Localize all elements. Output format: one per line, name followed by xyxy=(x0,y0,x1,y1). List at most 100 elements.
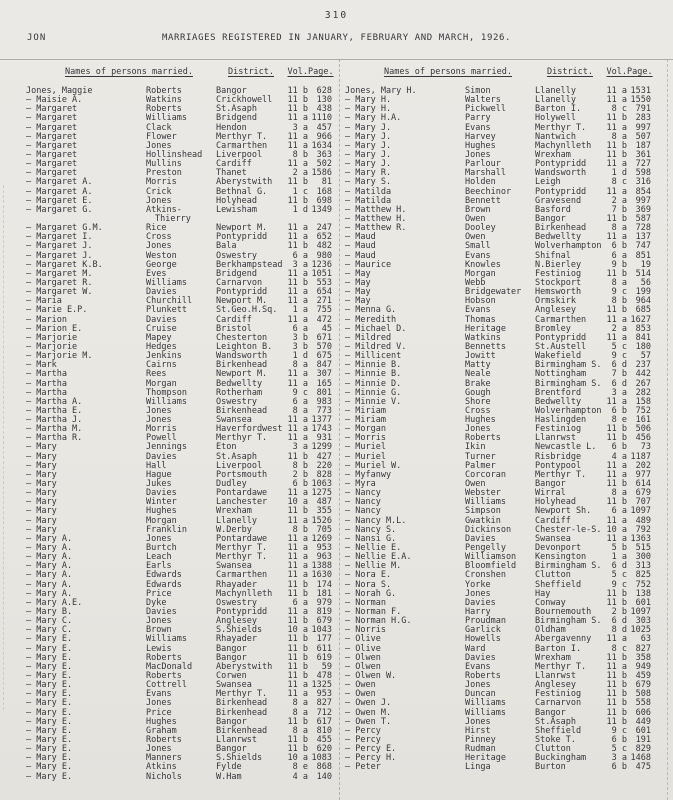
vol-cell: 11 b xyxy=(606,588,627,599)
district-cell: S.Shields xyxy=(216,625,263,636)
page-cell: 1275 xyxy=(311,488,332,499)
vol-cell: 11 a xyxy=(287,314,308,325)
name-cell: — Mary A. xyxy=(26,588,73,599)
vol-cell: 6 d xyxy=(611,378,627,389)
district-cell: Bethnal G. xyxy=(216,186,268,197)
district-cell: Birmingham S. xyxy=(535,360,602,371)
page-cell: 515 xyxy=(635,543,651,554)
district-cell: Pontypridd xyxy=(216,232,268,243)
surname-cell: Jones xyxy=(465,588,491,599)
district-cell: Fylde xyxy=(216,762,242,773)
district-cell: Swansea xyxy=(216,415,252,426)
vol-cell: 11 a xyxy=(287,433,308,444)
surname-cell: Thierry xyxy=(155,213,191,224)
district-cell: Anglesey xyxy=(535,305,576,316)
name-cell: — Martha xyxy=(26,369,67,380)
surname-cell: Manners xyxy=(146,753,182,764)
vol-cell: 11 a xyxy=(606,86,627,96)
table-row: — Mary S. Holden Leigh 8 c 316 xyxy=(345,178,655,187)
page-cell: 611 xyxy=(316,643,332,654)
surname-cell: Morgan xyxy=(465,268,496,279)
name-cell: — Mary R. xyxy=(345,168,392,179)
page-cell: 165 xyxy=(316,378,332,389)
table-row: — Maurice Knowles N.Bierley 9 b 19 xyxy=(345,260,655,270)
district-cell: Portsmouth xyxy=(216,469,268,480)
vol-cell: 11 b xyxy=(606,213,627,224)
name-cell: — Owen xyxy=(345,680,376,691)
right-edge-divider xyxy=(667,59,668,800)
name-cell: — Nellie E. xyxy=(345,543,402,554)
district-cell: Clutton xyxy=(535,744,571,755)
page-cell: 1531 xyxy=(630,86,651,96)
page-cell: 1388 xyxy=(311,561,332,572)
page-cell: 953 xyxy=(316,689,332,700)
vol-cell: 10 a xyxy=(287,753,308,764)
table-row: — Martha Thompson Rotherham 9 c 801 xyxy=(26,388,336,398)
surname-cell: Cairns xyxy=(146,360,177,371)
page-cell: 791 xyxy=(635,104,651,115)
table-row: — Percy Pinney Stoke T. 6 b 191 xyxy=(345,735,655,745)
name-cell: — Muriel xyxy=(345,442,386,453)
name-cell: — Matilda xyxy=(345,186,392,197)
page-cell: 1083 xyxy=(311,753,332,764)
surname-cell: Rice xyxy=(146,223,167,234)
name-cell: — Mary H. xyxy=(345,104,392,115)
district-cell: Wandsworth xyxy=(216,351,268,362)
surname-cell: Heritage xyxy=(465,753,506,764)
name-cell: — Michael D. xyxy=(345,323,407,334)
vol-cell: 11 a xyxy=(606,515,627,526)
page-cell: 825 xyxy=(635,570,651,581)
name-cell: — Nancy xyxy=(345,497,381,508)
name-cell: — Olive xyxy=(345,643,381,654)
surname-cell: Mapey xyxy=(146,332,172,343)
right-column: Names of persons married. District. Vol.… xyxy=(345,67,655,773)
table-row: — Margaret R. Williams Carnarvon 11 b 553 xyxy=(26,278,336,288)
surname-cell: Jones xyxy=(146,616,172,627)
page-cell: 482 xyxy=(316,241,332,252)
table-row: — Mary E. Roberts Bangor 11 b 619 xyxy=(26,653,336,663)
table-row: — Olwen W. Roberts Llanrwst 11 b 459 xyxy=(345,671,655,681)
name-cell: — Muriel W. xyxy=(345,460,402,471)
table-row: — Percy Hirst Sheffield 9 c 601 xyxy=(345,725,655,736)
district-cell: Corwen xyxy=(216,671,247,681)
surname-cell: Bridgewater xyxy=(465,287,522,298)
table-row: — Olive Howells Abergavenny 11 a 63 xyxy=(345,635,655,644)
table-row: — Mary J. Hughes Machynlleth 11 b 187 xyxy=(345,141,655,151)
page-cell: 966 xyxy=(316,131,332,142)
page-cell: 558 xyxy=(635,698,651,709)
surname-cell: Williams xyxy=(146,634,187,645)
vol-cell: 11 a xyxy=(606,232,627,243)
name-cell: — Peter xyxy=(345,762,381,773)
page-cell: 199 xyxy=(635,287,651,298)
name-cell: — Owen M. xyxy=(345,707,392,718)
district-cell: Sheffield xyxy=(535,579,582,590)
district-cell: Aberystwith xyxy=(216,177,273,188)
name-cell: — Margaret xyxy=(26,131,78,142)
vol-cell: 11 b xyxy=(287,661,308,672)
district-cell: Llanrwst xyxy=(535,671,576,681)
table-row: — Margaret I. Cross Pontypridd 11 a 652 xyxy=(26,233,336,242)
name-cell: — Mary A. xyxy=(26,570,73,581)
district-cell: Bridgend xyxy=(216,268,257,279)
vol-cell: 8 a xyxy=(292,698,308,709)
name-cell: — Nancy M.L. xyxy=(345,515,407,526)
name-cell: — Margaret A. xyxy=(26,186,93,197)
district-cell: Leighton B. xyxy=(216,341,273,352)
vol-cell: 11 a xyxy=(287,689,308,700)
table-row: — Mary E. Evans Merthyr T. 11 a 953 xyxy=(26,690,336,699)
district-cell: Wakefield xyxy=(535,351,582,362)
surname-cell: Lewis xyxy=(146,643,172,654)
name-cell: — Percy E. xyxy=(345,744,397,755)
name-cell: — Margaret G. xyxy=(26,204,93,215)
table-row: — Margaret J. Jones Bala 11 b 482 xyxy=(26,242,336,251)
vol-cell: 11 b xyxy=(287,671,308,681)
table-row: — Owen J. Williams Carnarvon 11 b 558 xyxy=(345,699,655,708)
name-cell: — Minnie D. xyxy=(345,378,402,389)
district-cell: Wrexham xyxy=(535,652,571,663)
surname-cell: Cross xyxy=(465,405,491,416)
page-cell: 1025 xyxy=(630,625,651,636)
page-cell: 819 xyxy=(316,607,332,618)
district-cell: Devonport xyxy=(535,543,582,554)
name-cell: — Percy xyxy=(345,725,381,736)
district-cell: Cardiff xyxy=(216,314,252,325)
